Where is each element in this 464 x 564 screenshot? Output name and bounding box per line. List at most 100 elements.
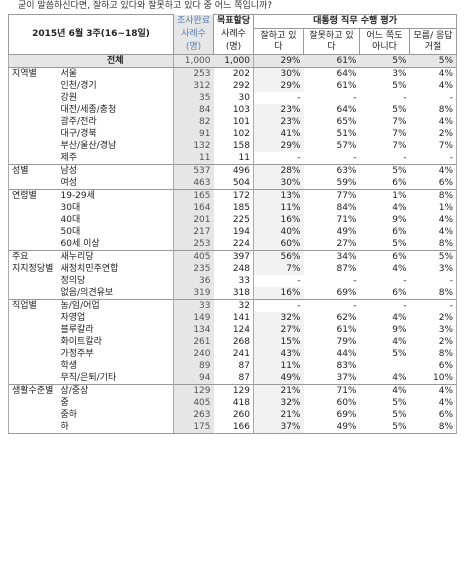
row-good: 30% bbox=[253, 177, 304, 190]
sample-done-header: 조사완료 사례수 (명) bbox=[173, 14, 214, 55]
row-group bbox=[8, 275, 58, 287]
row-sample-done: 405 bbox=[173, 397, 214, 409]
row-sample-done: 82 bbox=[173, 116, 214, 128]
row-label: 블루칼라 bbox=[57, 324, 174, 336]
row-label: 서울 bbox=[57, 67, 174, 80]
target-header: 목표할당 사례수 (명) bbox=[213, 14, 254, 55]
row-dk: 8% bbox=[409, 287, 458, 300]
row-sample-done: 36 bbox=[173, 275, 214, 287]
table-row: 부산/울산/경남 132 158 29% 57% 7% 7% bbox=[8, 140, 458, 152]
row-label: 중 bbox=[57, 397, 174, 409]
row-good: 11% bbox=[253, 202, 304, 214]
table-row: 연령별 19-29세 165 172 13% 77% 1% 8% bbox=[8, 189, 458, 202]
row-sample-done: 405 bbox=[173, 250, 214, 263]
row-good: - bbox=[253, 275, 304, 287]
table-row: 중 405 418 32% 60% 5% 4% bbox=[8, 397, 458, 409]
row-bad: 64% bbox=[303, 67, 360, 80]
row-group bbox=[8, 214, 58, 226]
row-good: 37% bbox=[253, 421, 304, 434]
row-dk: 5% bbox=[409, 250, 458, 263]
row-target: 129 bbox=[213, 384, 254, 397]
table-row: 60세 이상 253 224 60% 27% 5% 8% bbox=[8, 238, 458, 251]
row-neither: 6% bbox=[392, 227, 407, 237]
row-target: 33 bbox=[213, 275, 254, 287]
row-neither: 5% bbox=[359, 54, 410, 68]
row-good: 32% bbox=[253, 312, 304, 324]
row-neither: 5% bbox=[359, 164, 410, 177]
row-neither: 3% bbox=[359, 67, 410, 80]
row-good: 60% bbox=[253, 238, 304, 251]
row-group bbox=[8, 177, 58, 190]
table-row: 화이트칼라 261 268 15% 79% 4% 2% bbox=[8, 336, 458, 348]
row-bad: 83% bbox=[336, 361, 357, 371]
row-sample-done: 1,000 bbox=[173, 54, 214, 68]
row-target: 101 bbox=[213, 116, 254, 128]
row-dk: 4% bbox=[409, 116, 458, 128]
row-label: 대구/경북 bbox=[57, 128, 174, 140]
row-sample-done: 319 bbox=[173, 287, 214, 300]
row-dk: 4% bbox=[409, 164, 458, 177]
table-row: 가정주부 240 241 43% 44% 5% 8% bbox=[8, 348, 458, 360]
row-neither: 7% bbox=[392, 117, 407, 127]
row-good: 15% bbox=[253, 336, 304, 348]
row-good: 32% bbox=[253, 397, 304, 409]
row-group bbox=[8, 287, 58, 300]
row-label: 부산/울산/경남 bbox=[57, 140, 174, 152]
row-label: 50대 bbox=[57, 226, 174, 238]
row-target: 194 bbox=[213, 226, 254, 238]
table-row: 없음/의견유보 319 318 16% 69% 6% 8% bbox=[8, 287, 458, 300]
row-group bbox=[8, 238, 58, 251]
row-label: 전체 bbox=[57, 54, 174, 68]
row-neither: 5% bbox=[392, 410, 407, 420]
row-neither: 4% bbox=[392, 313, 407, 323]
row-neither: 9% bbox=[392, 325, 407, 335]
row-bad: 34% bbox=[303, 250, 360, 263]
row-neither: 5% bbox=[392, 398, 407, 408]
row-label: 대전/세종/충청 bbox=[57, 104, 174, 116]
row-neither: 4% bbox=[359, 384, 410, 397]
table-row: 광주/전라 82 101 23% 65% 7% 4% bbox=[8, 116, 458, 128]
row-group bbox=[8, 397, 58, 409]
row-target: 102 bbox=[213, 128, 254, 140]
eval-title: 대통령 직무 수행 평가 bbox=[252, 13, 458, 30]
row-dk: - bbox=[409, 152, 458, 165]
row-label: 무직/은퇴/기타 bbox=[57, 372, 174, 385]
row-neither: - bbox=[403, 153, 407, 163]
table-row: 생활수준별 상/중상 129 129 21% 71% 4% 4% bbox=[8, 384, 458, 397]
row-bad: 87% bbox=[336, 264, 357, 274]
row-bad: - bbox=[353, 153, 357, 163]
row-bad: 61% bbox=[303, 54, 360, 68]
survey-table: 2015년 6월 3주(16~18일) 조사완료 사례수 (명) 목표할당 사례수 (명… bbox=[8, 13, 458, 434]
row-neither: 9% bbox=[392, 215, 407, 225]
row-sample-done: 537 bbox=[173, 164, 214, 177]
row-label: 없음/의견유보 bbox=[57, 287, 174, 300]
row-dk: 3% bbox=[409, 263, 458, 275]
row-group: 생활수준별 bbox=[8, 384, 58, 397]
row-good: 16% bbox=[253, 214, 304, 226]
row-good: 29% bbox=[253, 54, 304, 68]
row-dk: 8% bbox=[409, 238, 458, 251]
row-good: 43% bbox=[253, 348, 304, 360]
row-target: 172 bbox=[213, 189, 254, 202]
row-target: 166 bbox=[213, 421, 254, 434]
row-group bbox=[8, 80, 58, 92]
row-label: 정의당 bbox=[57, 275, 174, 287]
row-sample-done: 134 bbox=[173, 324, 214, 336]
row-target: 30 bbox=[213, 92, 254, 104]
row-neither: 4% bbox=[392, 203, 407, 213]
row-neither: 5% bbox=[392, 81, 407, 91]
row-bad: 71% bbox=[303, 384, 360, 397]
row-group bbox=[8, 54, 58, 68]
col-dk: 모름/ 응답거절 bbox=[408, 28, 458, 55]
row-sample-done: 235 bbox=[173, 263, 214, 275]
row-label: 40대 bbox=[57, 214, 174, 226]
row-group bbox=[8, 104, 58, 116]
row-good: 7% bbox=[253, 263, 304, 275]
table-row: 인천/경기 312 292 29% 61% 5% 4% bbox=[8, 80, 458, 92]
row-target: 292 bbox=[213, 80, 254, 92]
row-sample-done: 217 bbox=[173, 226, 214, 238]
row-target: 11 bbox=[213, 152, 254, 165]
row-sample-done: 263 bbox=[173, 409, 214, 421]
row-sample-done: 201 bbox=[173, 214, 214, 226]
row-neither bbox=[360, 360, 410, 372]
